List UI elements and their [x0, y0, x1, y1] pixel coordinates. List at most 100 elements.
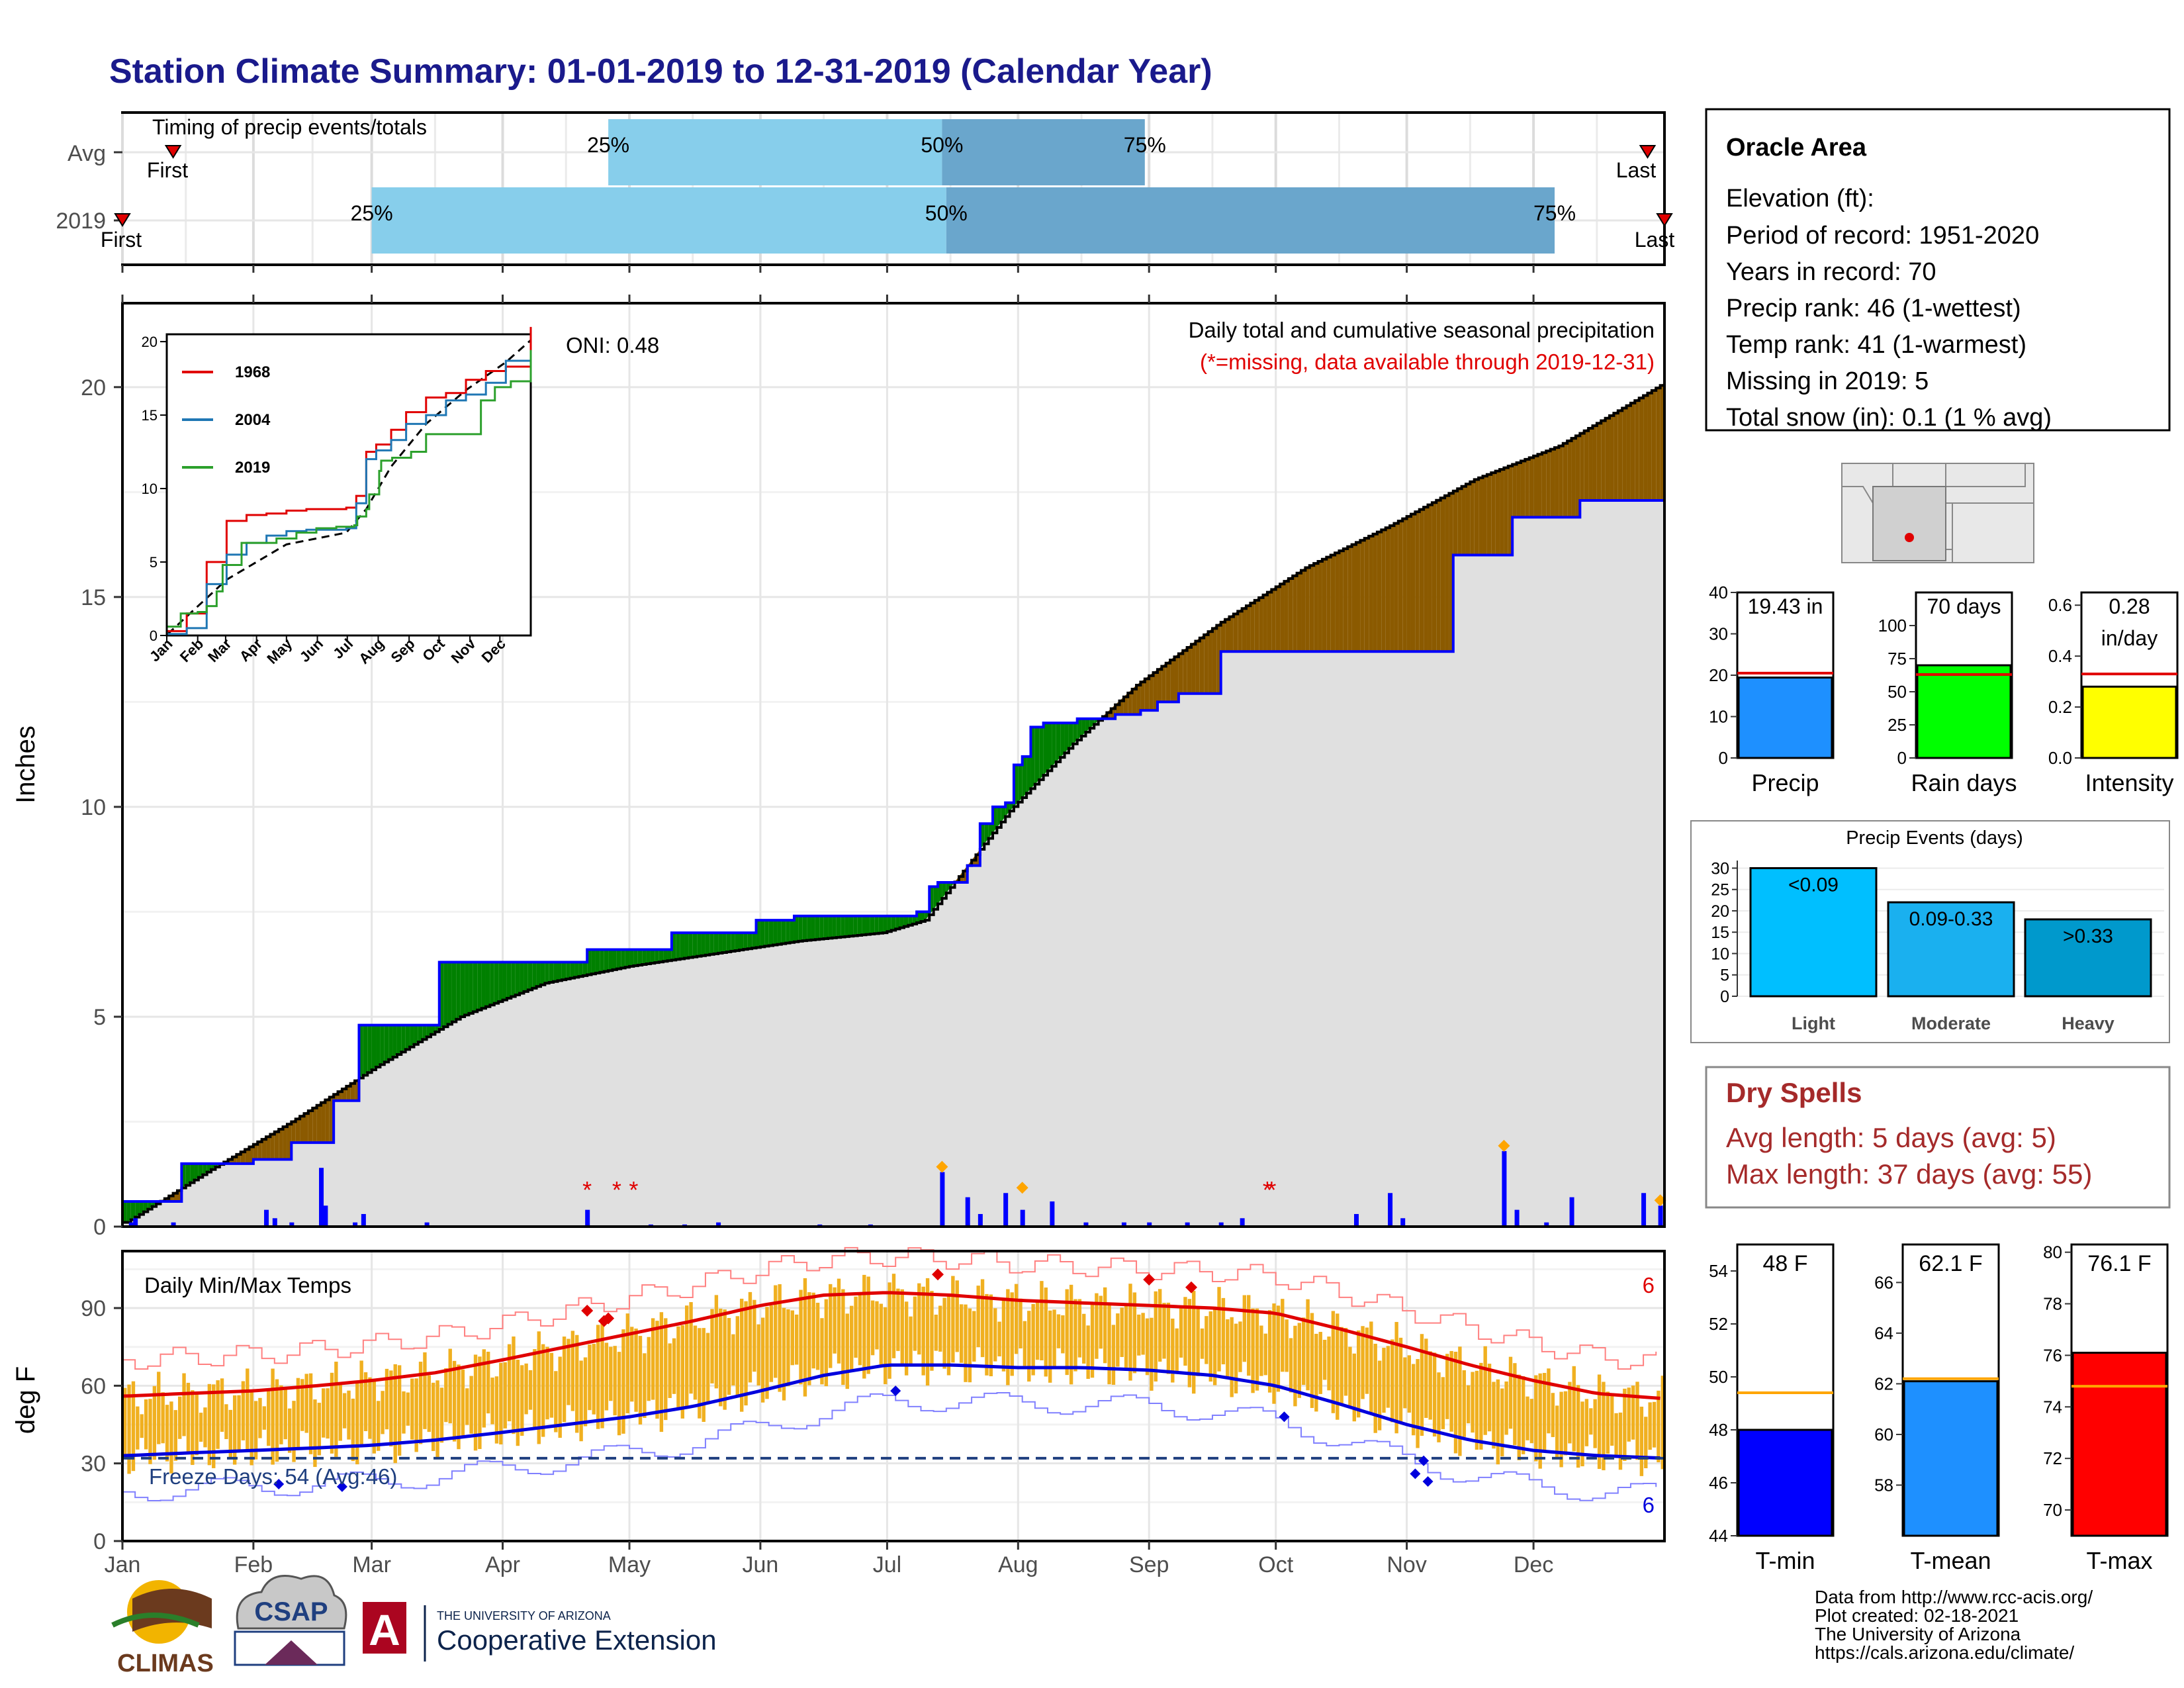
daily-temp-bar	[1390, 1339, 1394, 1423]
daily-temp-bar	[165, 1405, 169, 1462]
daily-temp-bar	[786, 1309, 790, 1387]
dry-spells-frame	[1705, 1066, 2171, 1209]
daily-temp-bar	[207, 1383, 212, 1466]
daily-temp-bar	[765, 1307, 769, 1399]
below-average-segment	[1280, 581, 1285, 652]
summary-label-Precip: Precip	[1751, 769, 1819, 796]
daily-temp-bar	[1614, 1413, 1618, 1458]
below-average-segment	[1394, 521, 1398, 652]
station-elevation: Elevation (ft):	[1726, 185, 1874, 212]
daily-temp-bar	[1267, 1310, 1272, 1393]
below-average-segment	[1212, 625, 1217, 694]
above-average-segment	[1039, 727, 1044, 780]
daily-temp-bar	[1314, 1333, 1318, 1412]
daily-temp-bar	[258, 1397, 262, 1438]
month-label: Aug	[998, 1552, 1038, 1577]
daily-temp-bar	[334, 1362, 338, 1457]
daily-temp-bar	[1086, 1325, 1090, 1380]
daily-temp-bar	[554, 1371, 558, 1432]
daily-temp-bar	[427, 1375, 431, 1432]
below-average-segment	[321, 1100, 326, 1143]
above-average-segment	[190, 1163, 195, 1183]
summary-ytick-label: 25	[1888, 715, 1907, 735]
daily-temp-bar	[1551, 1393, 1555, 1437]
daily-temp-bar	[1145, 1318, 1150, 1376]
daily-temp-bar	[913, 1296, 917, 1351]
daily-temp-bar	[596, 1325, 600, 1429]
above-average-segment	[545, 962, 549, 984]
above-average-segment	[899, 915, 904, 928]
precip-event-bar-Moderate	[1887, 901, 2015, 998]
below-average-segment	[1474, 477, 1479, 555]
daily-temp-bar	[972, 1311, 976, 1362]
inset-legend-label: 1968	[235, 363, 270, 381]
daily-temp-bar	[884, 1307, 887, 1385]
daily-temp-bar	[727, 1318, 731, 1395]
daily-temp-bar	[253, 1401, 258, 1460]
above-average-segment	[367, 1025, 372, 1073]
timing-avg-last: Last	[1616, 158, 1657, 182]
daily-temp-bar	[199, 1413, 203, 1442]
ua-a-letter: A	[369, 1605, 400, 1654]
daily-temp-bar	[1635, 1382, 1639, 1460]
above-average-segment	[561, 962, 567, 980]
month-label: Apr	[485, 1552, 520, 1577]
daily-temp-bar	[1589, 1408, 1593, 1435]
daily-temp-bar	[651, 1318, 655, 1400]
below-average-segment	[1584, 428, 1589, 501]
climas-logo: CLIMAS	[111, 1580, 214, 1677]
below-average-segment	[1183, 647, 1187, 694]
above-average-segment	[828, 915, 833, 939]
daily-precip-bar	[171, 1222, 176, 1227]
daily-temp-bar	[1162, 1303, 1166, 1359]
record-low-marker	[1410, 1468, 1421, 1479]
daily-temp-bar	[964, 1304, 968, 1382]
daily-precip-bar	[716, 1222, 721, 1227]
daily-temp-bar	[1525, 1396, 1529, 1440]
below-average-segment	[1199, 634, 1205, 694]
daily-temp-bar	[1336, 1313, 1340, 1420]
below-average-segment	[1165, 659, 1171, 702]
above-average-segment	[456, 962, 461, 1019]
below-average-segment	[270, 1131, 275, 1160]
daily-temp-bar	[1006, 1289, 1010, 1385]
below-average-segment	[1385, 526, 1390, 652]
month-label: Jul	[873, 1552, 901, 1577]
daily-temp-bar	[588, 1344, 592, 1411]
daily-temp-bar	[1124, 1303, 1128, 1368]
station-name: Oracle Area	[1726, 134, 1867, 162]
above-average-segment	[600, 949, 604, 972]
daily-temp-bar	[1166, 1302, 1171, 1374]
summary-value2-Intensity: in/day	[2101, 626, 2158, 650]
above-average-segment	[498, 962, 503, 1002]
daily-temp-bar	[1382, 1348, 1386, 1413]
below-average-segment	[1381, 528, 1386, 652]
above-average-segment	[903, 915, 909, 927]
daily-temp-bar	[604, 1342, 609, 1411]
below-average-segment	[1432, 500, 1437, 652]
daily-temp-bar	[1238, 1321, 1242, 1372]
daily-temp-bar	[976, 1286, 980, 1348]
daily-temp-bar	[705, 1333, 710, 1403]
daily-temp-bar	[1449, 1350, 1453, 1432]
daily-temp-bar	[1453, 1352, 1458, 1454]
month-label: Jan	[105, 1552, 141, 1577]
above-average-segment	[692, 933, 698, 957]
below-average-segment	[1555, 445, 1559, 518]
daily-temp-bar	[191, 1390, 195, 1466]
above-average-segment	[363, 1025, 368, 1076]
timing-q75-label: 75%	[1533, 201, 1576, 225]
daily-temp-bar	[799, 1289, 803, 1385]
above-average-segment	[1068, 723, 1073, 749]
above-average-segment	[443, 962, 448, 1027]
above-average-segment	[764, 920, 769, 947]
station-years: Years in record: 70	[1726, 258, 1936, 286]
precip-events-chart: Precip Events (days) 0 5 10 15 20 25 30 <0.09 Li…	[1690, 820, 2170, 1043]
inset-series-line-2004	[167, 356, 532, 635]
below-average-segment	[1410, 512, 1416, 652]
above-average-segment	[520, 962, 524, 994]
daily-precip-bar	[940, 1172, 945, 1227]
daily-temp-bar	[1352, 1353, 1356, 1422]
daily-temp-bar	[1272, 1303, 1276, 1404]
daily-temp-bar	[1631, 1385, 1635, 1440]
